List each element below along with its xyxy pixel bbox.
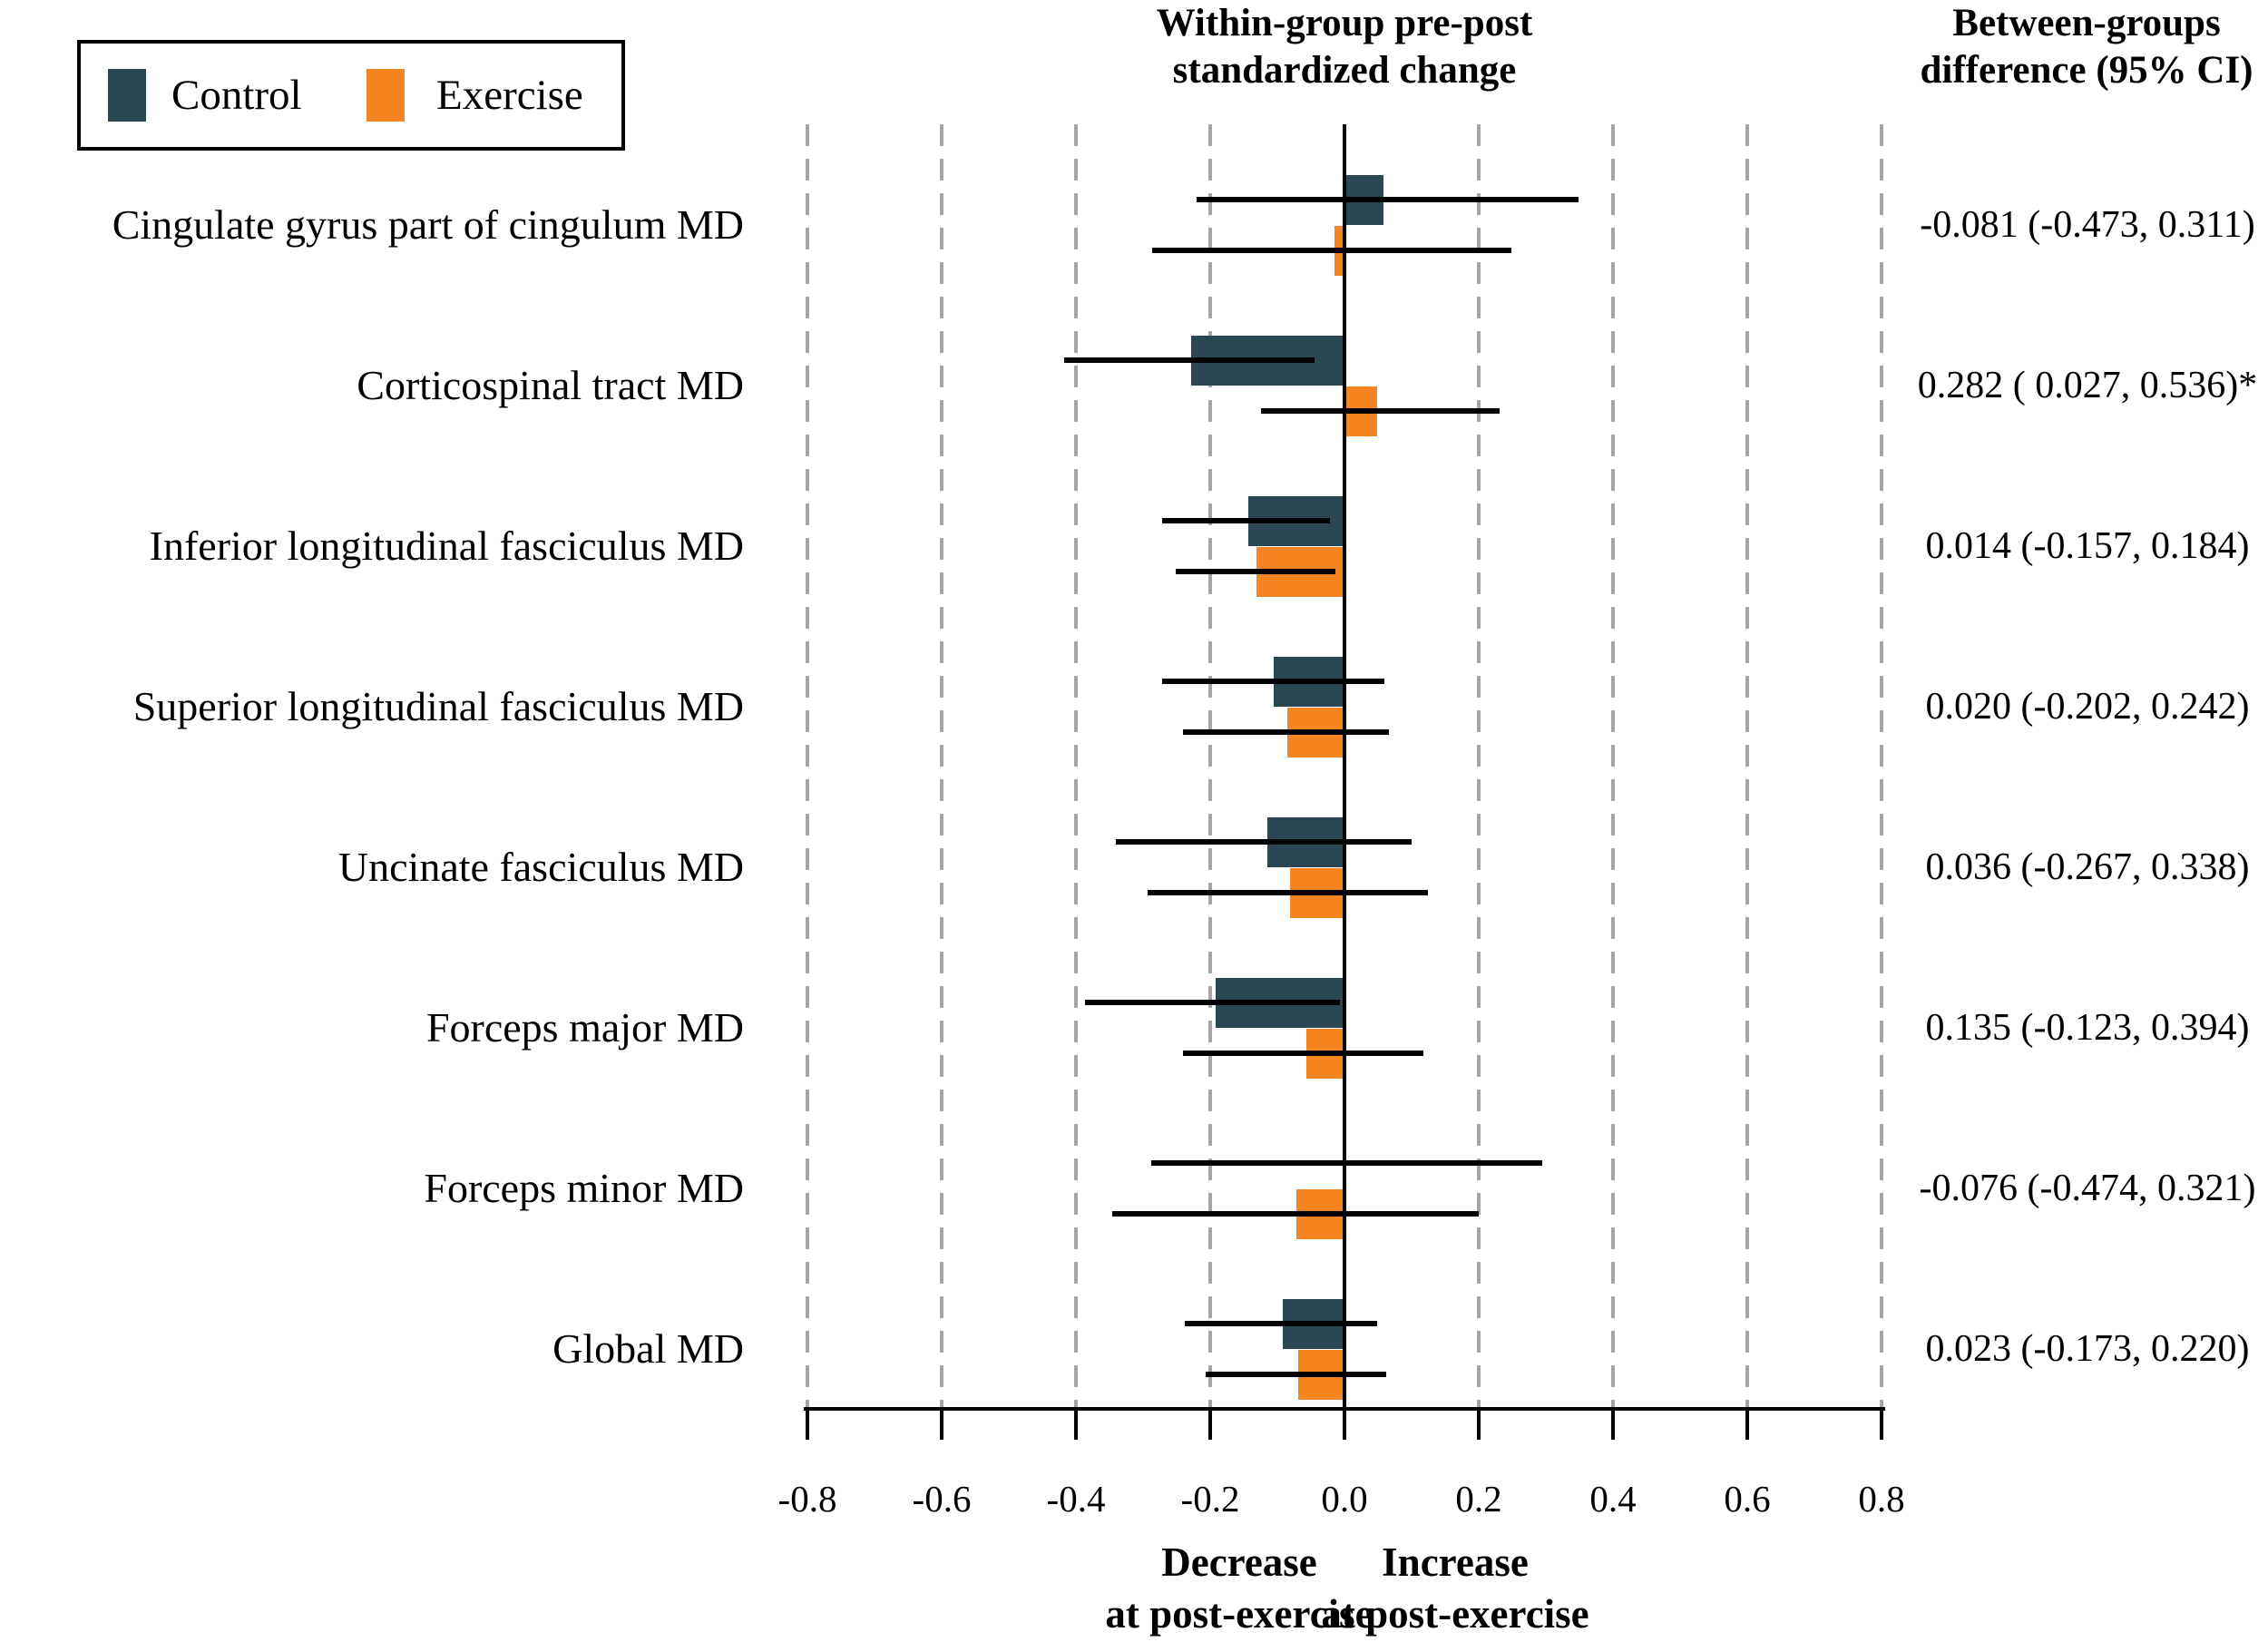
gridline: [1880, 124, 1883, 1407]
category-label: Corticospinal tract MD: [357, 362, 744, 408]
gridline: [1745, 124, 1749, 1407]
x-axis-tick-label: -0.2: [1180, 1478, 1240, 1520]
gridline: [1611, 124, 1615, 1407]
gridline: [1477, 124, 1481, 1407]
x-axis-tick: [1611, 1409, 1615, 1440]
category-label: Forceps major MD: [425, 1004, 744, 1051]
ci-line-exercise: [1152, 248, 1511, 253]
x-axis-tick-label: 0.4: [1589, 1478, 1637, 1520]
column-header-within-line2: standardized change: [1172, 49, 1517, 92]
column-header-within-group: Within-group pre-post standardized chang…: [982, 0, 1707, 94]
gridline: [1208, 124, 1212, 1407]
gridline: [1074, 124, 1078, 1407]
ci-line-control: [1184, 1321, 1377, 1326]
zero-reference-line: [1343, 124, 1346, 1440]
category-label: Superior longitudinal fasciculus MD: [132, 683, 744, 729]
ci-line-control: [1161, 679, 1384, 684]
ci-line-exercise: [1205, 1372, 1386, 1377]
ci-line-control: [1115, 839, 1412, 845]
column-header-between-line2: difference (95% CI): [1920, 49, 2253, 92]
x-axis-tick: [1074, 1409, 1078, 1440]
ci-line-control: [1150, 1160, 1543, 1166]
ci-line-exercise: [1261, 408, 1500, 414]
category-label: Inferior longitudinal fasciculus MD: [149, 523, 744, 569]
decrease-line1: Decrease: [1161, 1539, 1317, 1585]
ci-line-control: [1161, 518, 1331, 523]
x-axis-tick-label: 0.2: [1455, 1478, 1502, 1520]
column-header-within-line1: Within-group pre-post: [1156, 2, 1533, 44]
ci-line-exercise: [1175, 569, 1335, 574]
between-difference-label: -0.076 (-0.474, 0.321): [1919, 1168, 2256, 1209]
decrease-line2: at post-exercise: [1105, 1591, 1374, 1637]
axis-direction-decrease: Decrease at post-exercise: [1012, 1537, 1466, 1640]
ci-line-exercise: [1182, 729, 1389, 735]
legend-label-control: Control: [171, 72, 302, 119]
axis-direction-increase: Increase at post-exercise: [1228, 1537, 1682, 1640]
ci-line-exercise: [1148, 890, 1428, 895]
increase-line1: Increase: [1382, 1539, 1529, 1585]
x-axis-tick-label: -0.6: [912, 1478, 972, 1520]
legend: Control Exercise: [77, 40, 625, 151]
between-difference-label: -0.081 (-0.473, 0.311): [1920, 204, 2255, 246]
x-axis-tick-label: -0.4: [1046, 1478, 1106, 1520]
x-axis-tick-label: 0.8: [1858, 1478, 1905, 1520]
x-axis-tick: [1745, 1409, 1749, 1440]
between-difference-label: 0.135 (-0.123, 0.394): [1925, 1007, 2250, 1049]
ci-line-exercise: [1182, 1051, 1423, 1056]
category-label: Global MD: [552, 1325, 744, 1372]
increase-line2: at post-exercise: [1321, 1591, 1589, 1637]
gridline: [806, 124, 809, 1407]
ci-line-control: [1197, 197, 1579, 202]
legend-label-exercise: Exercise: [436, 72, 583, 119]
gridline: [940, 124, 943, 1407]
category-label: Forceps minor MD: [424, 1165, 744, 1211]
x-axis-tick: [940, 1409, 943, 1440]
x-axis-tick: [1880, 1409, 1883, 1440]
x-axis-tick-label: -0.8: [777, 1478, 837, 1520]
column-header-between-groups: Between-groups difference (95% CI): [1878, 0, 2268, 94]
legend-swatch-exercise: [367, 69, 405, 122]
x-axis-tick: [1208, 1409, 1212, 1440]
x-axis-tick: [1477, 1409, 1481, 1440]
x-axis-tick: [1343, 1409, 1346, 1440]
between-difference-label: 0.036 (-0.267, 0.338): [1925, 846, 2250, 888]
x-axis-tick-label: 0.6: [1724, 1478, 1771, 1520]
x-axis-tick-label: 0.0: [1321, 1478, 1368, 1520]
ci-line-control: [1064, 357, 1315, 363]
between-difference-label: 0.282 ( 0.027, 0.536)*: [1917, 365, 2258, 406]
ci-line-exercise: [1111, 1211, 1479, 1217]
between-difference-label: 0.023 (-0.173, 0.220): [1925, 1328, 2250, 1370]
between-difference-label: 0.020 (-0.202, 0.242): [1925, 686, 2250, 728]
legend-swatch-control: [108, 69, 146, 122]
between-difference-label: 0.014 (-0.157, 0.184): [1925, 525, 2250, 567]
ci-line-control: [1085, 1000, 1340, 1005]
category-label: Uncinate fasciculus MD: [337, 844, 744, 890]
category-label: Cingulate gyrus part of cingulum MD: [112, 201, 744, 248]
column-header-between-line1: Between-groups: [1952, 2, 2221, 44]
x-axis-tick: [806, 1409, 809, 1440]
